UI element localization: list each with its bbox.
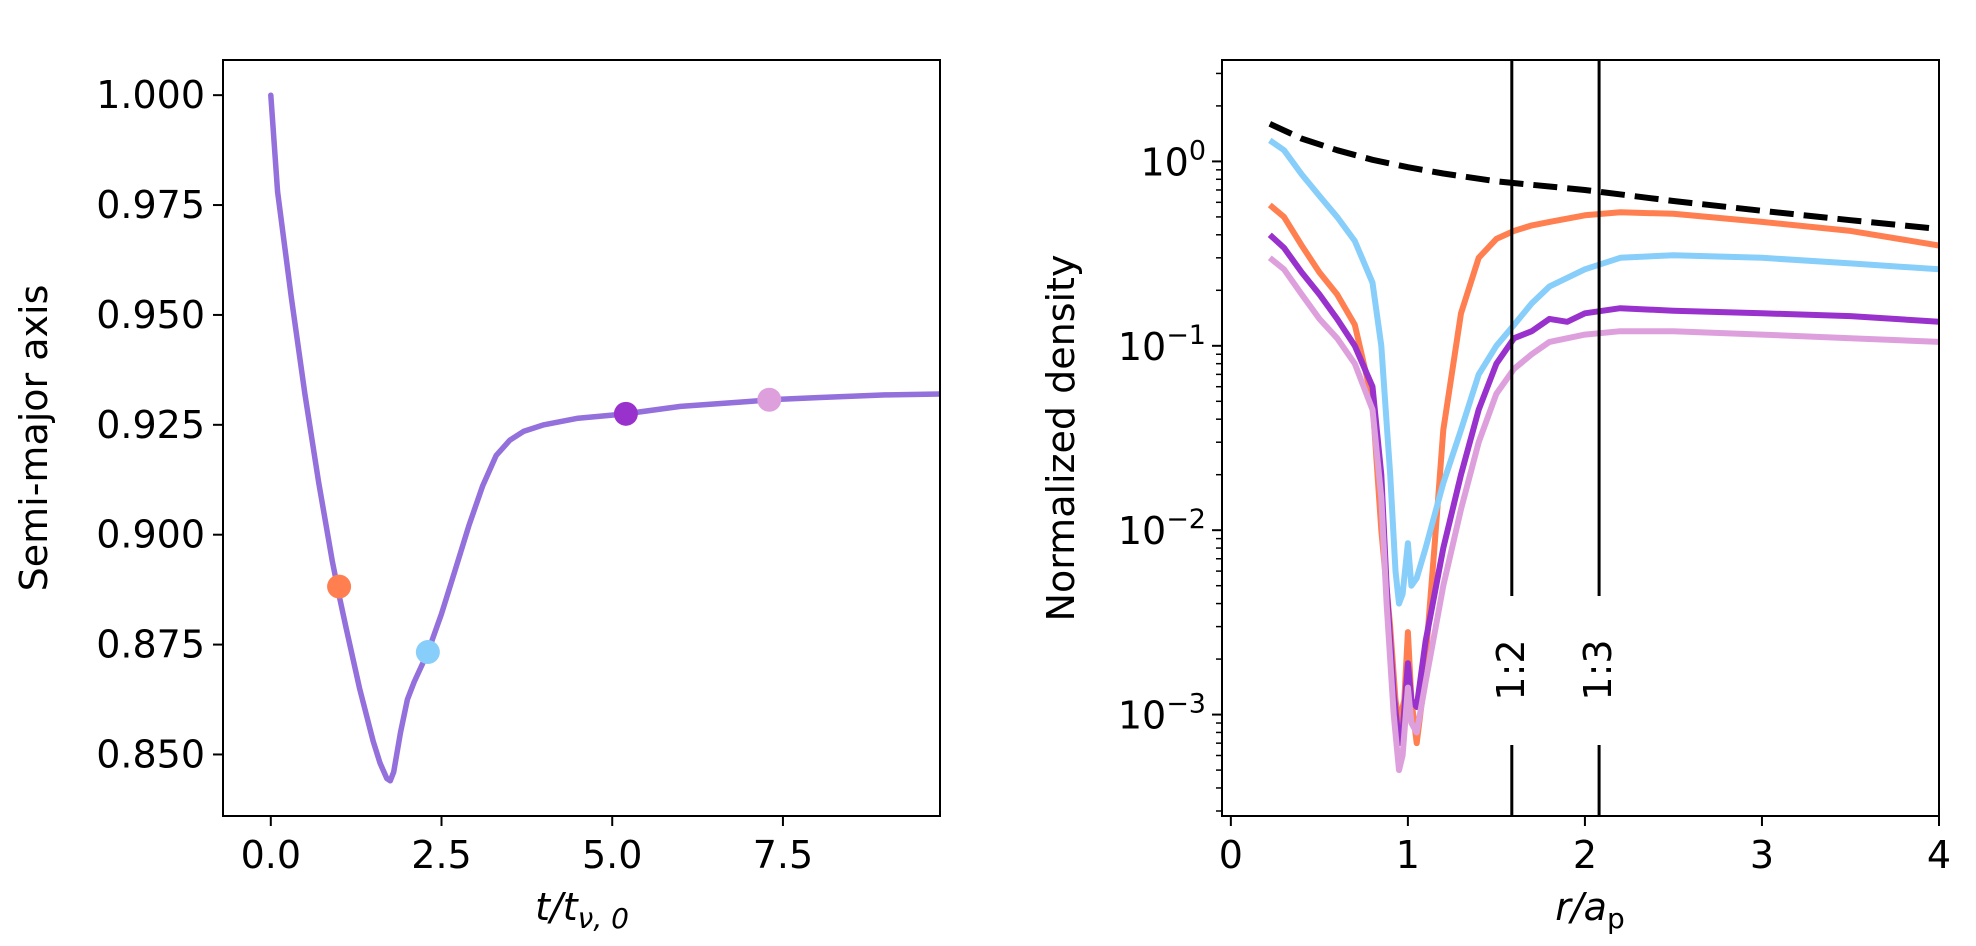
left-y-tick-label: 0.900 (96, 513, 205, 557)
left-x-tick-label: 0.0 (241, 833, 301, 877)
right-plot-area: 1:2 1:3 (1267, 60, 1939, 816)
right-panel: 1:2 1:3 0 1 2 3 4 10−3 10−2 10−1 100 Normalized … (1039, 59, 1951, 935)
left-y-tick-label: 0.950 (96, 293, 205, 337)
left-y-axis-label: Semi-major axis (12, 285, 56, 592)
left-plot-area (268, 92, 940, 784)
left-marker-point-2 (415, 640, 440, 665)
left-x-axis-label-main: t/t (535, 885, 580, 929)
right-y-tick-label: 10−3 (1118, 689, 1206, 738)
right-y-tick-label: 10−2 (1118, 504, 1206, 553)
right-y-axis-label: Normalized density (1039, 255, 1083, 622)
left-x-tick-label: 7.5 (753, 833, 813, 877)
left-y-tick-label: 1.000 (96, 73, 205, 117)
right-y-tick-label: 10−1 (1118, 320, 1206, 369)
resonance-label: 1:3 (1576, 639, 1620, 700)
right-x-axis-label-sub: p (1607, 902, 1625, 935)
left-x-axis-label-sub: ν, 0 (578, 902, 629, 935)
left-marker-point-3 (613, 401, 638, 426)
left-x-ticks: 0.0 2.5 5.0 7.5 (241, 816, 813, 877)
initial-profile-dashed-line (1268, 121, 1939, 232)
right-x-tick-label: 2 (1573, 833, 1597, 877)
left-marker-point-4 (757, 387, 782, 412)
left-x-tick-label: 2.5 (411, 833, 471, 877)
resonance-label: 1:2 (1489, 639, 1533, 700)
density-series-line (1268, 137, 1939, 607)
left-y-tick-label: 0.875 (96, 623, 205, 667)
right-x-tick-label: 4 (1927, 833, 1951, 877)
left-y-ticks: 0.850 0.875 0.900 0.925 0.950 0.975 1.000 (96, 73, 223, 776)
left-y-tick-label: 0.975 (96, 183, 205, 227)
left-axes-frame (222, 59, 941, 817)
right-axes-frame (1221, 59, 1940, 817)
left-x-tick-label: 5.0 (582, 833, 642, 877)
right-y-ticks: 10−3 10−2 10−1 100 (1118, 72, 1222, 812)
right-x-tick-label: 0 (1219, 833, 1243, 877)
left-marker-point-1 (327, 574, 352, 599)
left-series-line (268, 92, 940, 784)
left-y-tick-label: 0.850 (96, 732, 205, 776)
left-panel: 0.0 2.5 5.0 7.5 0.8500.8750.9000.9250.9500.… (12, 59, 941, 935)
right-x-tick-label: 1 (1396, 833, 1420, 877)
right-x-axis-label: r/ap (1555, 885, 1625, 935)
right-x-ticks: 0 1 2 3 4 (1219, 816, 1951, 877)
right-x-tick-label: 3 (1750, 833, 1774, 877)
density-series-line (1267, 255, 1939, 774)
density-series-line (1267, 232, 1939, 747)
right-y-tick-label: 100 (1140, 135, 1206, 184)
left-x-axis-label: t/tν, 0 (535, 885, 629, 935)
left-y-tick-label: 0.925 (96, 403, 205, 447)
right-x-axis-label-main: r/a (1555, 885, 1607, 929)
